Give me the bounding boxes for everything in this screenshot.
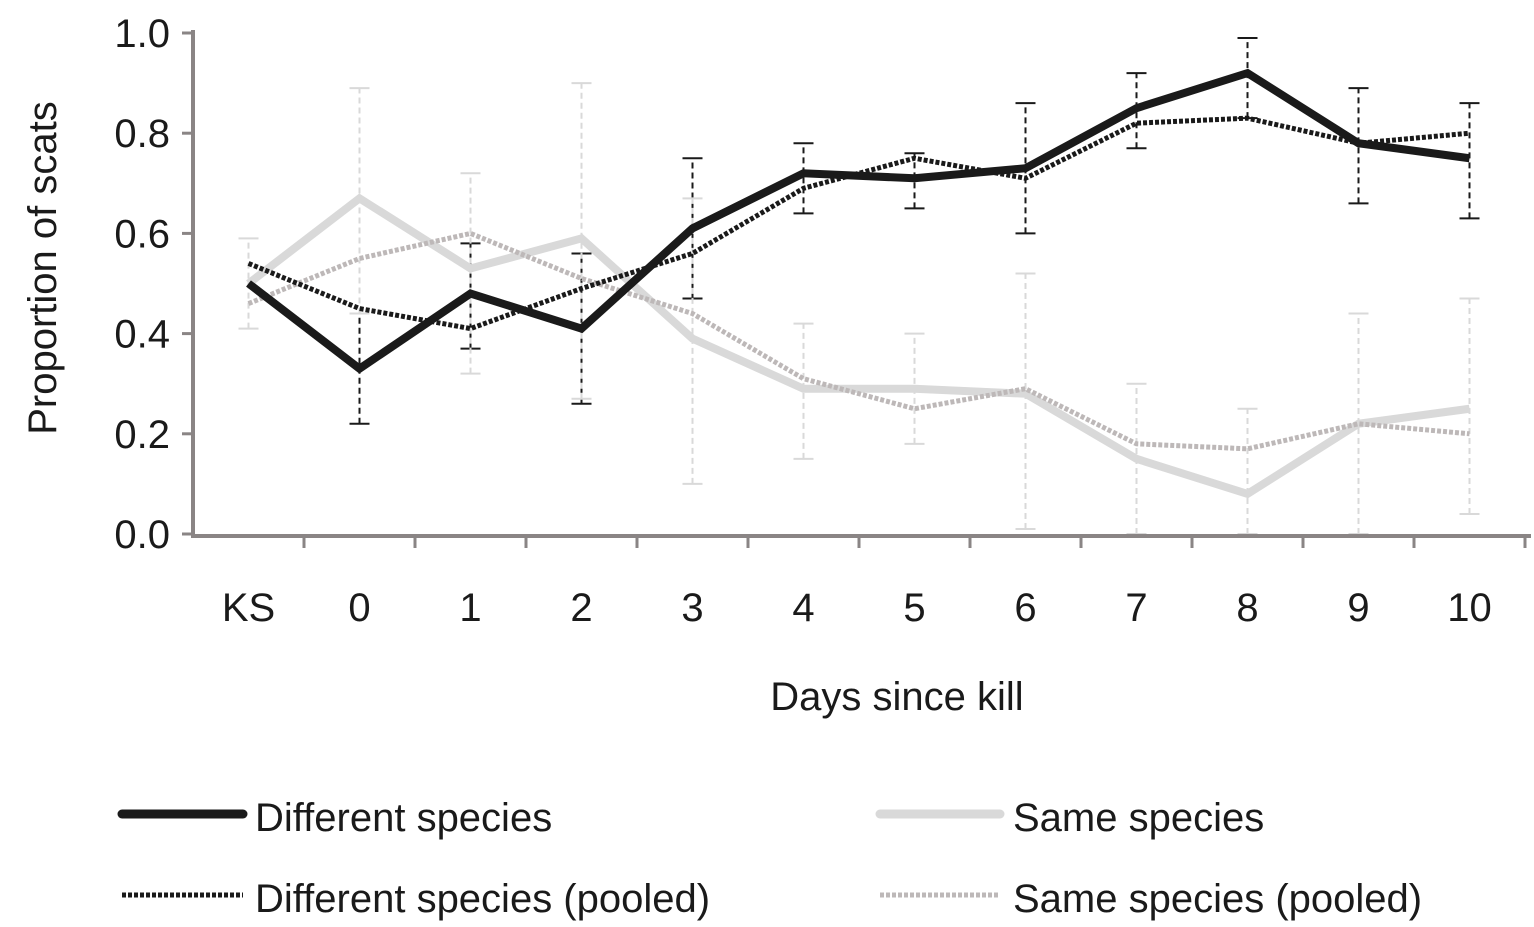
x-tick-label: 1 <box>459 586 481 630</box>
y-tick-label: 0.4 <box>114 313 170 357</box>
series-line-different-species-pooled <box>247 115 1470 332</box>
legend-label-different-species: Different species <box>255 796 552 840</box>
legend: Different species Same species Different s… <box>117 796 1422 921</box>
x-tick-label: 2 <box>570 586 592 630</box>
x-tick-label: 3 <box>681 586 703 630</box>
x-tick-label: 0 <box>348 586 370 630</box>
x-tick-label: 7 <box>1125 586 1147 630</box>
x-tick-label: 4 <box>792 586 814 630</box>
legend-label-same-species-pooled: Same species (pooled) <box>1013 877 1422 921</box>
legend-label-different-species-pooled: Different species (pooled) <box>255 877 710 921</box>
series-line-different-species <box>246 68 1471 374</box>
y-tick-label: 0.0 <box>114 513 170 557</box>
axes <box>182 30 1531 548</box>
x-tick-label: 5 <box>903 586 925 630</box>
series-line-same-species <box>246 193 1471 499</box>
error-bars <box>238 37 1480 535</box>
y-tick-label: 1.0 <box>114 12 170 56</box>
x-tick-label: 8 <box>1236 586 1258 630</box>
x-tick-label: KS <box>222 586 275 630</box>
y-axis-title: Proportion of scats <box>21 101 65 435</box>
x-tick-labels: KS 0 1 2 3 4 5 6 7 8 9 10 <box>222 586 1492 630</box>
series-line-same-species-pooled <box>247 230 1470 452</box>
legend-label-same-species: Same species <box>1013 796 1264 840</box>
x-tick-label: 10 <box>1447 586 1492 630</box>
x-tick-label: 6 <box>1014 586 1036 630</box>
x-tick-label: 9 <box>1347 586 1369 630</box>
y-tick-labels: 0.0 0.2 0.4 0.6 0.8 1.0 <box>114 12 170 557</box>
x-axis-title: Days since kill <box>770 675 1023 719</box>
y-tick-label: 0.2 <box>114 413 170 457</box>
y-tick-label: 0.6 <box>114 212 170 256</box>
series-lines <box>246 68 1471 499</box>
y-tick-label: 0.8 <box>114 112 170 156</box>
